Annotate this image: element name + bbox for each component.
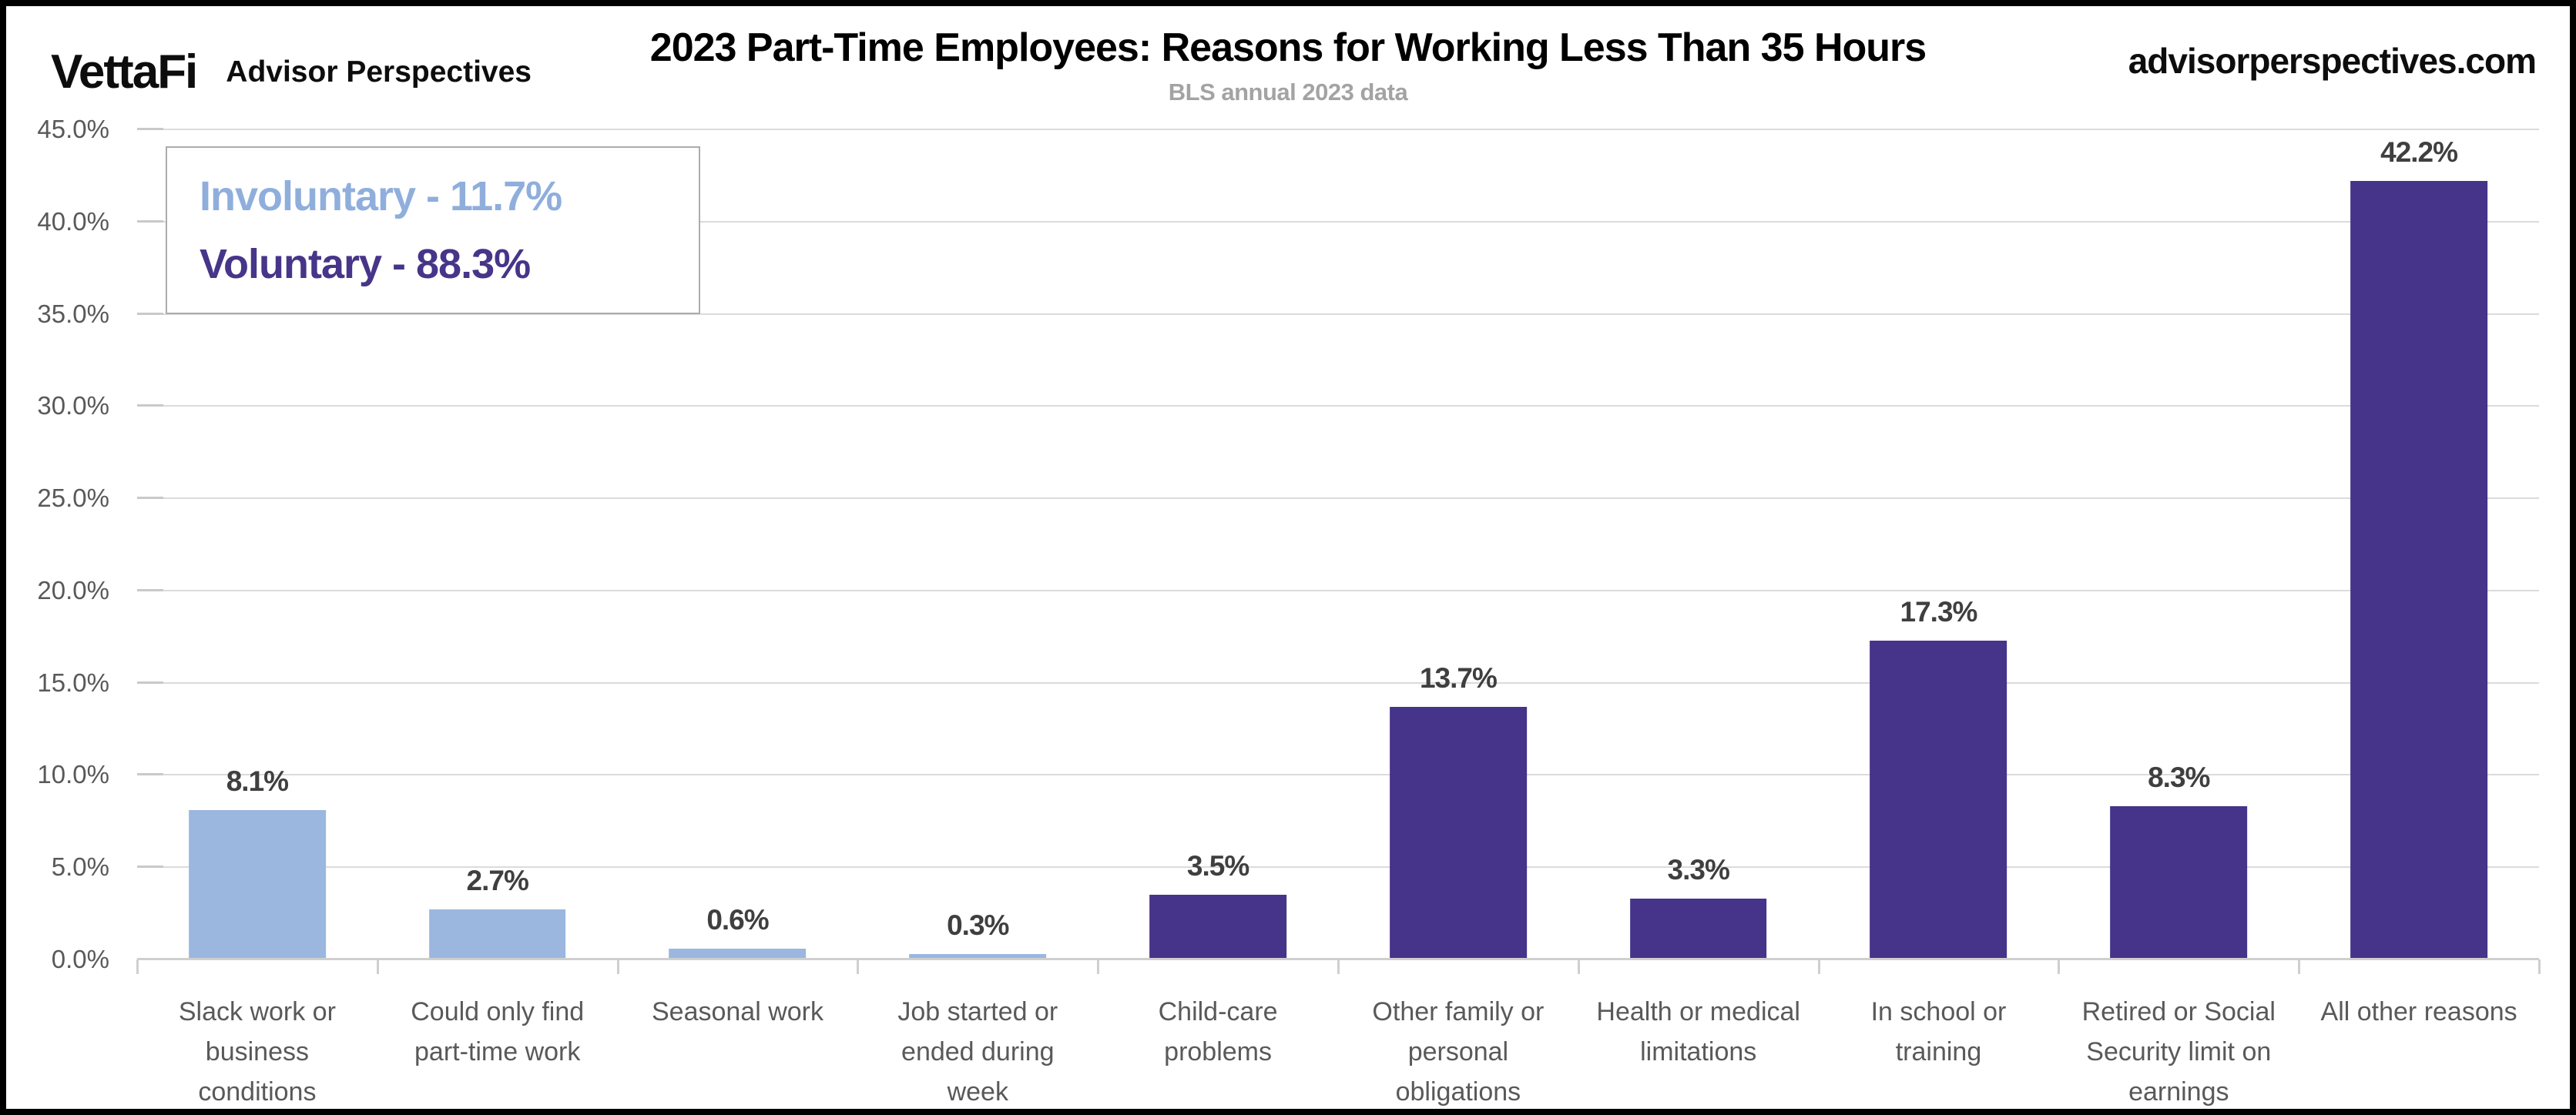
- gridline: [137, 220, 2539, 223]
- vettafi-logo: VettaFi: [51, 45, 198, 99]
- x-axis-line: [137, 958, 2539, 960]
- x-axis-tick-mark: [2298, 959, 2301, 974]
- bar: [909, 953, 1047, 959]
- y-axis-tick-mark: [137, 773, 163, 776]
- x-axis-tick-mark: [2058, 959, 2061, 974]
- y-axis-tick-mark: [137, 497, 163, 500]
- legend: Involuntary - 11.7% Voluntary - 88.3%: [166, 146, 700, 314]
- category-slot: 0.6% Seasonal work: [618, 129, 858, 1026]
- x-axis-category-label: Retired or Social Security limit on earn…: [2081, 997, 2276, 1107]
- legend-involuntary-label: Involuntary - 11.7%: [200, 173, 562, 219]
- bar-value-label: 17.3%: [1900, 595, 1978, 628]
- brand-suffix-label: Advisor Perspectives: [226, 55, 532, 89]
- plot-area: Involuntary - 11.7% Voluntary - 88.3% 0.…: [37, 115, 2541, 1107]
- bar-value-label: 3.3%: [1667, 853, 1730, 886]
- y-axis-tick-label: 20.0%: [37, 575, 109, 604]
- x-axis-tick-mark: [136, 959, 139, 974]
- category-slot: 8.3% Retired or Social Security limit on …: [2058, 129, 2299, 1107]
- y-axis-tick-label: 10.0%: [37, 760, 109, 789]
- x-axis-category-label: Slack work or business conditions: [178, 997, 336, 1107]
- x-axis-tick-mark: [857, 959, 860, 974]
- x-axis-category-label: Job started or ended during week: [897, 997, 1058, 1107]
- bar: [1870, 640, 2007, 959]
- bar: [1390, 706, 1527, 959]
- y-axis-tick-mark: [137, 588, 163, 591]
- bar: [428, 909, 566, 959]
- category-slot: 17.3% In school or training: [1819, 129, 2059, 1066]
- gridline: [137, 405, 2539, 407]
- bar: [2350, 181, 2487, 959]
- x-axis-tick-mark: [616, 959, 619, 974]
- y-axis-tick-mark: [137, 219, 163, 223]
- y-axis-tick-mark: [137, 404, 163, 407]
- gridline: [137, 129, 2539, 130]
- x-axis-tick-mark: [1577, 959, 1580, 974]
- x-axis-category-label: Could only find part-time work: [411, 997, 585, 1066]
- x-axis-category-label: All other reasons: [2320, 997, 2517, 1026]
- gridline: [137, 774, 2539, 776]
- brand: VettaFi Advisor Perspectives: [51, 45, 532, 99]
- chart-subtitle: BLS annual 2023 data: [1168, 79, 1408, 105]
- category-slot: 13.7% Other family or personal obligation…: [1338, 129, 1578, 1107]
- bar-value-label: 0.3%: [947, 909, 1009, 941]
- website-url: advisorperspectives.com: [2128, 41, 2537, 81]
- y-axis-tick-label: 30.0%: [37, 391, 109, 420]
- y-axis-tick-label: 5.0%: [51, 852, 109, 882]
- category-slot: 8.1% Slack work or business conditions: [137, 129, 377, 1107]
- y-axis-tick-mark: [137, 681, 163, 684]
- x-axis-category-label: In school or training: [1870, 997, 2007, 1066]
- y-axis-tick-label: 45.0%: [37, 115, 109, 143]
- category-slot: 3.5% Child-care problems: [1098, 129, 1338, 1066]
- bar-value-label: 8.3%: [2148, 762, 2210, 794]
- bar-value-label: 3.5%: [1186, 850, 1249, 882]
- gridline: [137, 497, 2539, 500]
- x-axis-category-label: Seasonal work: [651, 997, 823, 1026]
- category-slot: 3.3% Health or medical limitations: [1578, 129, 1819, 1066]
- chart-title: 2023 Part-Time Employees: Reasons for Wo…: [649, 25, 1927, 70]
- legend-voluntary-label: Voluntary - 88.3%: [200, 241, 531, 287]
- x-axis-category-label: Child-care problems: [1158, 997, 1278, 1066]
- gridline: [137, 866, 2539, 869]
- bar: [189, 809, 326, 959]
- y-axis-tick-mark: [137, 312, 163, 315]
- y-axis-tick-label: 25.0%: [37, 484, 109, 513]
- bar-value-label: 2.7%: [466, 865, 529, 897]
- category-slot: 2.7% Could only find part-time work: [377, 129, 618, 1066]
- bar-value-label: 13.7%: [1419, 661, 1498, 694]
- gridline: [137, 589, 2539, 591]
- bar-value-label: 0.6%: [706, 903, 769, 936]
- x-axis-tick-mark: [1097, 959, 1100, 974]
- gridline: [137, 681, 2539, 684]
- bar: [1629, 898, 1767, 959]
- x-axis-tick-mark: [2538, 959, 2541, 974]
- y-axis-tick-label: 15.0%: [37, 668, 109, 697]
- bar: [1149, 895, 1286, 959]
- y-axis-tick-label: 40.0%: [37, 206, 109, 236]
- x-axis-tick-mark: [1817, 959, 1820, 974]
- x-axis-category-label: Health or medical limitations: [1596, 997, 1800, 1066]
- bar-value-label: 42.2%: [2380, 136, 2458, 169]
- category-slot: 42.2% All other reasons: [2299, 129, 2539, 1026]
- bar: [2110, 806, 2248, 959]
- y-axis-tick-label: 35.0%: [37, 299, 109, 328]
- y-axis-tick-mark: [137, 128, 163, 130]
- x-axis-tick-mark: [1337, 959, 1340, 974]
- y-axis-tick-mark: [137, 866, 163, 869]
- bar-value-label: 8.1%: [226, 765, 289, 797]
- x-axis-category-label: Other family or personal obligations: [1372, 997, 1545, 1107]
- bar: [669, 948, 807, 959]
- y-axis-tick-label: 0.0%: [51, 945, 109, 973]
- gridline: [137, 313, 2539, 315]
- x-axis-tick-mark: [376, 959, 379, 974]
- category-slot: 0.3% Job started or ended during week: [857, 129, 1098, 1107]
- title-block: 2023 Part-Time Employees: Reasons for Wo…: [407, 25, 2169, 106]
